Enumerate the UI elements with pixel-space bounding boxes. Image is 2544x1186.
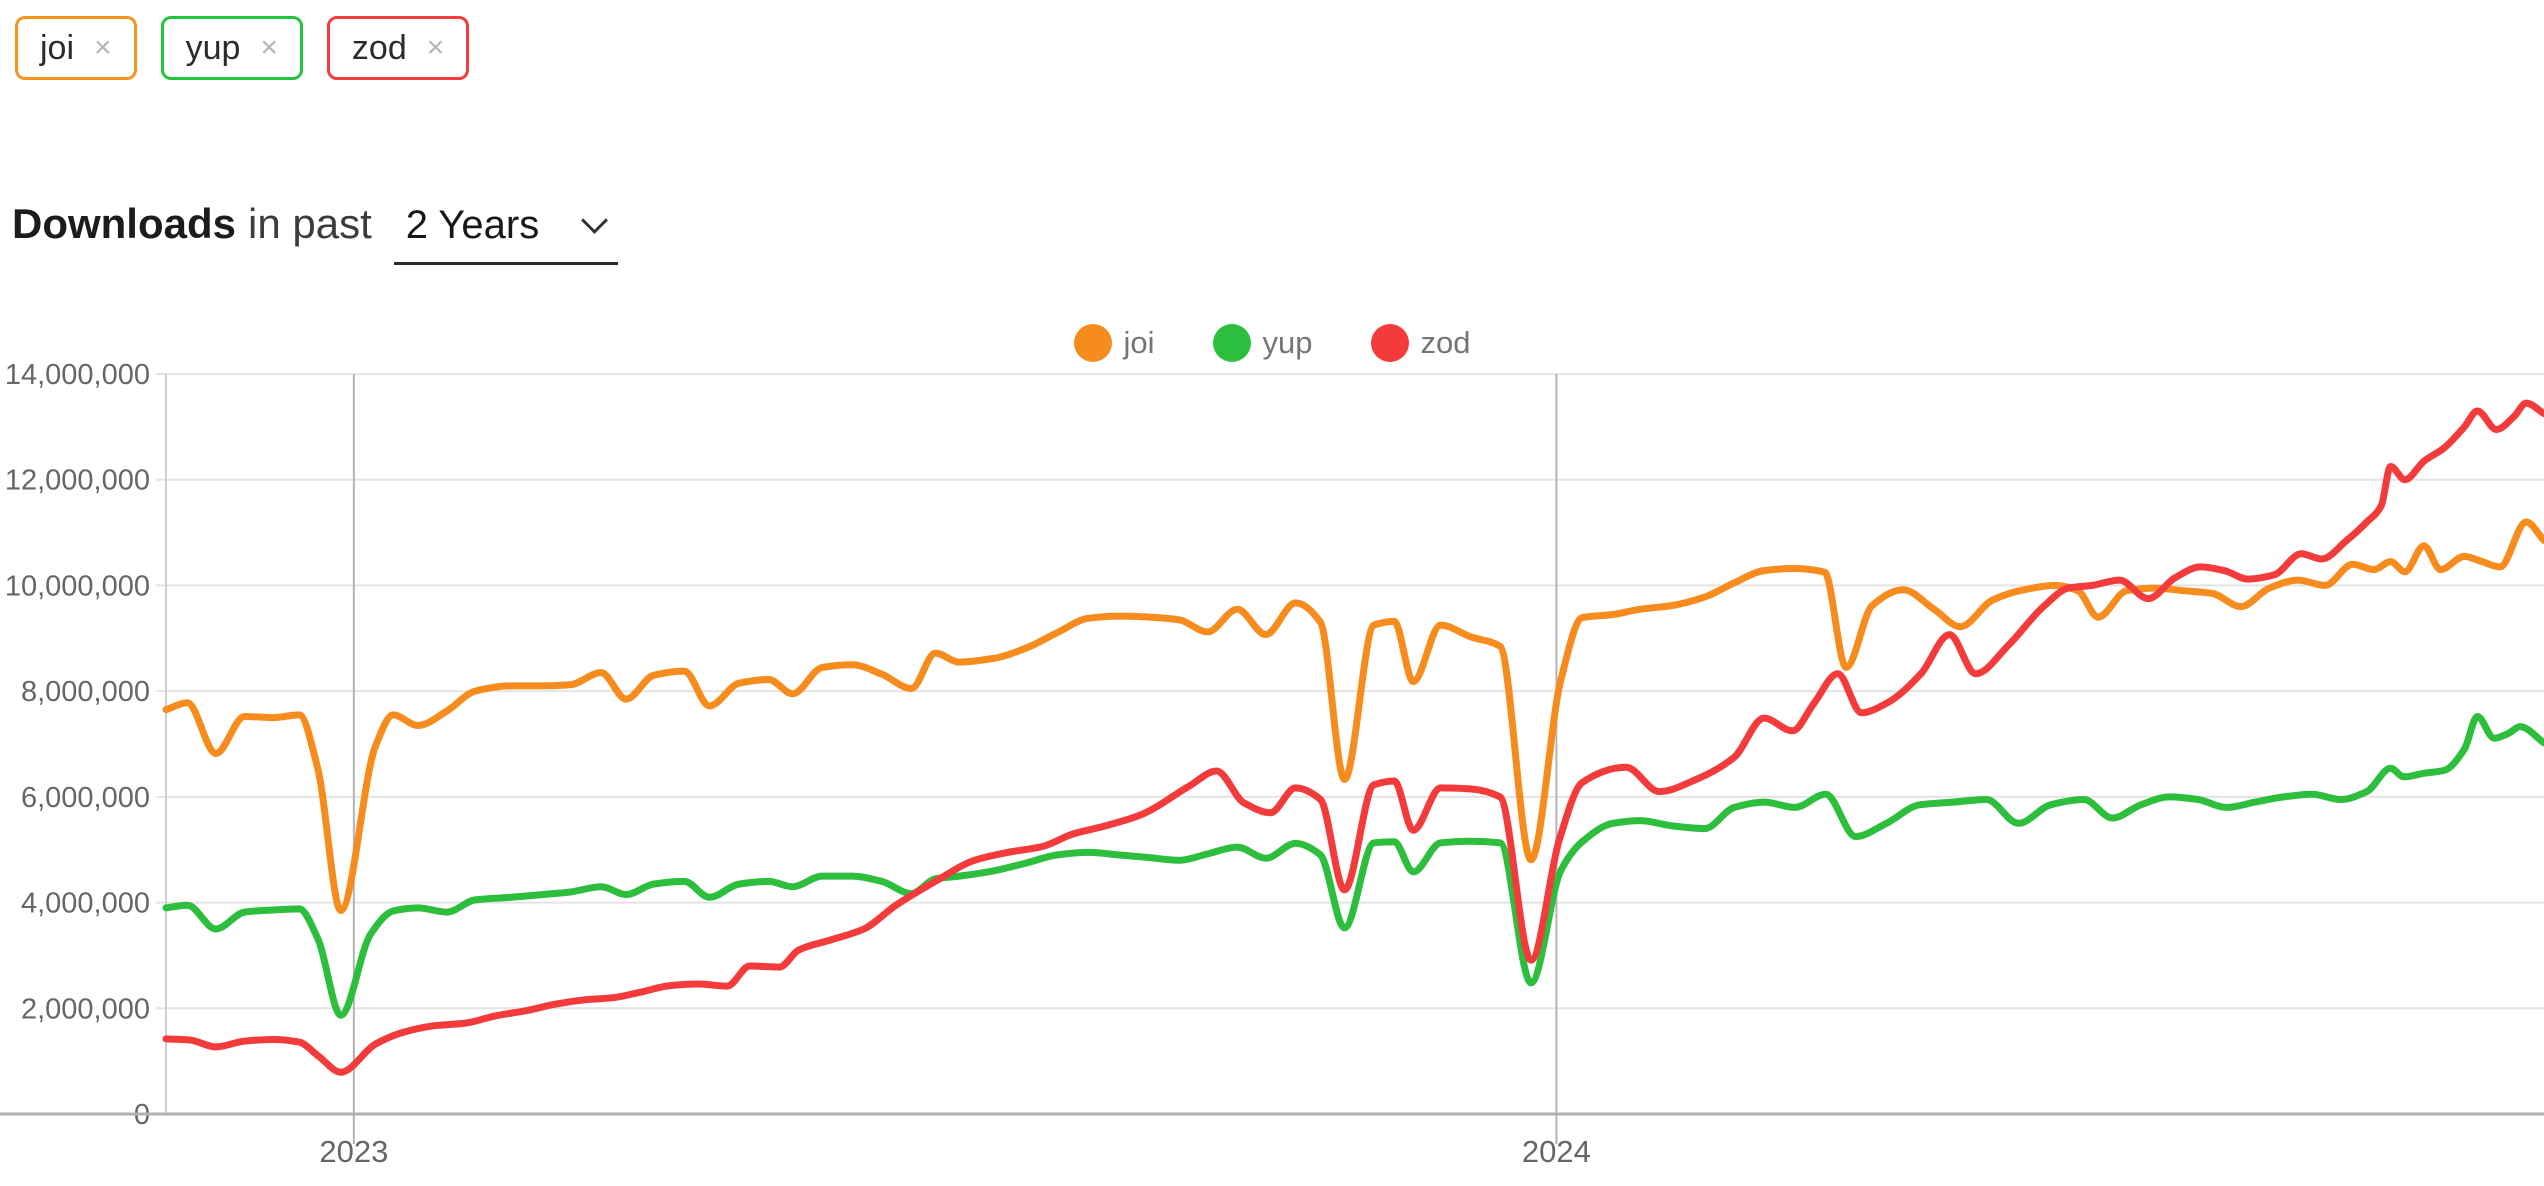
- page-title-suffix: in past: [248, 200, 372, 247]
- legend-item-yup[interactable]: yup: [1212, 324, 1313, 362]
- package-chip-yup[interactable]: yup ×: [160, 16, 303, 80]
- legend-marker-joi: [1073, 324, 1112, 362]
- svg-text:12,000,000: 12,000,000: [5, 465, 150, 497]
- remove-package-icon[interactable]: ×: [94, 31, 112, 64]
- legend-label: zod: [1420, 325, 1471, 360]
- chart-legend: joi yup zod: [0, 324, 2544, 362]
- legend-label: joi: [1123, 325, 1155, 360]
- svg-text:2023: 2023: [319, 1134, 388, 1169]
- time-range-value: 2 Years: [405, 203, 540, 247]
- svg-text:6,000,000: 6,000,000: [21, 782, 150, 814]
- legend-label: yup: [1262, 325, 1313, 360]
- package-chip-joi[interactable]: joi ×: [15, 16, 137, 80]
- svg-text:2,000,000: 2,000,000: [21, 993, 150, 1025]
- package-chip-label: zod: [351, 29, 407, 67]
- package-chip-zod[interactable]: zod ×: [326, 16, 470, 80]
- legend-marker-yup: [1212, 324, 1251, 362]
- svg-text:14,000,000: 14,000,000: [5, 359, 150, 391]
- legend-item-zod[interactable]: zod: [1370, 324, 1471, 362]
- svg-text:8,000,000: 8,000,000: [21, 676, 150, 708]
- package-chips: joi × yup × zod ×: [15, 16, 470, 80]
- package-chip-label: joi: [40, 29, 75, 67]
- chart-title-row: Downloads in past 2 Years: [12, 200, 619, 265]
- remove-package-icon[interactable]: ×: [426, 31, 445, 64]
- time-range-select[interactable]: 2 Years: [393, 203, 619, 265]
- chevron-down-icon: [581, 207, 609, 234]
- package-chip-label: yup: [185, 29, 241, 67]
- svg-text:4,000,000: 4,000,000: [21, 888, 150, 920]
- page-title: Downloads: [12, 200, 237, 247]
- remove-package-icon[interactable]: ×: [260, 31, 278, 64]
- legend-item-joi[interactable]: joi: [1073, 324, 1155, 362]
- svg-text:10,000,000: 10,000,000: [5, 570, 150, 602]
- legend-marker-zod: [1370, 324, 1409, 362]
- svg-text:2024: 2024: [1522, 1134, 1591, 1169]
